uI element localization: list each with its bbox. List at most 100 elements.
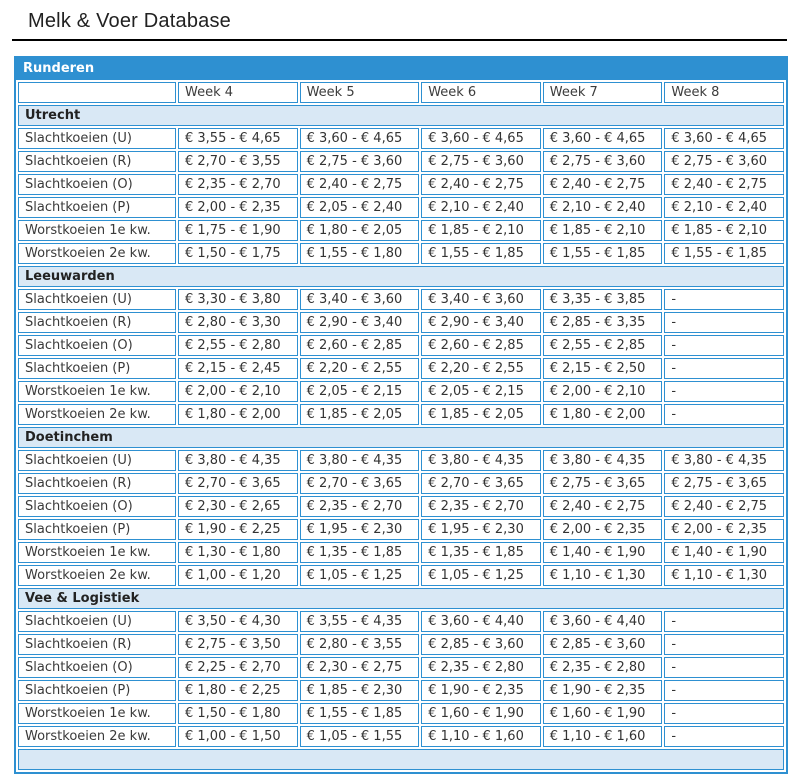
table-row: Slachtkoeien (O) € 2,35 - € 2,70 € 2,40 - … [18, 174, 784, 195]
price-cell: € 3,40 - € 3,60 [299, 289, 420, 310]
row-label-cell: Worstkoeien 2e kw. [18, 726, 176, 747]
price-cell: € 1,00 - € 1,20 [178, 565, 298, 586]
row-label-cell: Slachtkoeien (P) [18, 519, 176, 540]
price-cell: € 1,55 - € 1,85 [664, 243, 784, 264]
price-cell: € 2,70 - € 3,55 [178, 151, 298, 172]
price-cell: € 2,75 - € 3,65 [664, 473, 784, 494]
week-header-cell: Week 8 [664, 82, 784, 103]
price-cell: € 1,55 - € 1,85 [542, 243, 663, 264]
price-cell: € 2,70 - € 3,65 [421, 473, 541, 494]
row-label-cell: Slachtkoeien (O) [18, 496, 176, 517]
price-cell: € 1,80 - € 2,00 [178, 404, 298, 425]
table-row: Worstkoeien 1e kw. € 2,00 - € 2,10 € 2,05 … [18, 381, 784, 402]
price-cell: € 3,80 - € 4,35 [542, 450, 663, 471]
price-cell: € 2,25 - € 2,70 [178, 657, 298, 678]
table-row: Slachtkoeien (R) € 2,70 - € 3,55 € 2,75 - … [18, 151, 784, 172]
page-title: Melk & Voer Database [28, 10, 231, 32]
price-cell: € 1,05 - € 1,55 [299, 726, 420, 747]
price-cell: € 2,00 - € 2,10 [542, 381, 663, 402]
price-cell: € 2,40 - € 2,75 [664, 174, 784, 195]
title-divider [12, 39, 787, 41]
section-header-cell: Leeuwarden [18, 266, 784, 287]
price-cell: € 1,50 - € 1,80 [178, 703, 298, 724]
section-header-cell: Vee & Logistiek [18, 588, 784, 609]
price-cell: - [664, 404, 784, 425]
price-cell: € 2,75 - € 3,60 [664, 151, 784, 172]
price-cell: € 2,30 - € 2,65 [178, 496, 298, 517]
week-header-cell: Week 6 [421, 82, 541, 103]
row-label-cell: Slachtkoeien (R) [18, 312, 176, 333]
row-label-cell: Slachtkoeien (U) [18, 450, 176, 471]
price-cell: € 2,85 - € 3,35 [542, 312, 663, 333]
price-cell: € 2,35 - € 2,70 [421, 496, 541, 517]
table-row: Worstkoeien 1e kw. € 1,75 - € 1,90 € 1,80 … [18, 220, 784, 241]
price-cell: € 2,40 - € 2,75 [299, 174, 420, 195]
price-cell: € 2,30 - € 2,75 [299, 657, 420, 678]
price-cell: € 1,35 - € 1,85 [421, 542, 541, 563]
price-cell: € 3,80 - € 4,35 [664, 450, 784, 471]
price-cell: € 2,15 - € 2,45 [178, 358, 298, 379]
price-cell: € 1,50 - € 1,75 [178, 243, 298, 264]
row-label-cell: Slachtkoeien (O) [18, 657, 176, 678]
table-row: Slachtkoeien (R) € 2,80 - € 3,30 € 2,90 - … [18, 312, 784, 333]
table-row: Worstkoeien 1e kw. € 1,50 - € 1,80 € 1,55 … [18, 703, 784, 724]
price-cell: € 1,00 - € 1,50 [178, 726, 298, 747]
price-cell: € 2,35 - € 2,80 [421, 657, 541, 678]
price-cell: € 2,35 - € 2,80 [542, 657, 663, 678]
price-cell: € 3,55 - € 4,65 [178, 128, 298, 149]
price-cell: € 1,85 - € 2,05 [299, 404, 420, 425]
price-cell: € 2,55 - € 2,80 [178, 335, 298, 356]
price-cell: € 1,95 - € 2,30 [299, 519, 420, 540]
price-cell: € 2,00 - € 2,35 [664, 519, 784, 540]
price-cell: € 2,00 - € 2,35 [178, 197, 298, 218]
price-cell: - [664, 726, 784, 747]
price-cell: € 3,30 - € 3,80 [178, 289, 298, 310]
week-header-cell: Week 7 [542, 82, 663, 103]
price-cell: € 2,55 - € 2,85 [542, 335, 663, 356]
price-cell: - [664, 634, 784, 655]
price-cell: € 2,35 - € 2,70 [299, 496, 420, 517]
price-cell: € 3,60 - € 4,40 [542, 611, 663, 632]
price-cell: € 3,60 - € 4,40 [421, 611, 541, 632]
price-cell: € 2,40 - € 2,75 [542, 496, 663, 517]
price-cell: € 3,55 - € 4,35 [299, 611, 420, 632]
table-row: Slachtkoeien (O) € 2,25 - € 2,70 € 2,30 - … [18, 657, 784, 678]
price-cell: € 1,80 - € 2,00 [542, 404, 663, 425]
price-cell: - [664, 335, 784, 356]
price-cell: € 2,10 - € 2,40 [421, 197, 541, 218]
price-cell: € 1,05 - € 1,25 [299, 565, 420, 586]
price-cell: € 1,80 - € 2,25 [178, 680, 298, 701]
row-label-cell: Slachtkoeien (P) [18, 197, 176, 218]
price-cell: € 2,75 - € 3,60 [421, 151, 541, 172]
price-cell: € 1,10 - € 1,60 [421, 726, 541, 747]
table-row: Worstkoeien 2e kw. € 1,50 - € 1,75 € 1,55 … [18, 243, 784, 264]
table-row: Slachtkoeien (U) € 3,55 - € 4,65 € 3,60 - … [18, 128, 784, 149]
price-cell: € 2,75 - € 3,65 [542, 473, 663, 494]
price-cell: - [664, 680, 784, 701]
table-row: Slachtkoeien (R) € 2,75 - € 3,50 € 2,80 - … [18, 634, 784, 655]
row-label-cell: Slachtkoeien (R) [18, 473, 176, 494]
price-cell: € 2,10 - € 2,40 [664, 197, 784, 218]
price-cell: € 2,15 - € 2,50 [542, 358, 663, 379]
table-row: Worstkoeien 1e kw. € 1,30 - € 1,80 € 1,35 … [18, 542, 784, 563]
runderen-panel: Runderen Week 4 Week 5 Week 6 Week 7 Week 8 … [14, 56, 788, 774]
price-cell: € 1,60 - € 1,90 [421, 703, 541, 724]
price-cell: € 3,60 - € 4,65 [664, 128, 784, 149]
price-cell: € 1,85 - € 2,05 [421, 404, 541, 425]
price-cell: € 3,60 - € 4,65 [299, 128, 420, 149]
row-label-cell: Slachtkoeien (U) [18, 289, 176, 310]
row-label-cell: Slachtkoeien (P) [18, 680, 176, 701]
price-cell: € 2,85 - € 3,60 [421, 634, 541, 655]
price-cell: - [664, 312, 784, 333]
price-cell: € 2,40 - € 2,75 [664, 496, 784, 517]
price-cell: € 1,55 - € 1,80 [299, 243, 420, 264]
price-cell: € 1,95 - € 2,30 [421, 519, 541, 540]
row-label-cell: Worstkoeien 1e kw. [18, 542, 176, 563]
table-row: Worstkoeien 2e kw. € 1,00 - € 1,50 € 1,05 … [18, 726, 784, 747]
price-cell: € 1,55 - € 1,85 [421, 243, 541, 264]
price-cell: € 2,90 - € 3,40 [421, 312, 541, 333]
price-cell: € 3,60 - € 4,65 [542, 128, 663, 149]
price-cell: € 1,30 - € 1,80 [178, 542, 298, 563]
price-cell: € 2,70 - € 3,65 [178, 473, 298, 494]
price-cell: - [664, 358, 784, 379]
